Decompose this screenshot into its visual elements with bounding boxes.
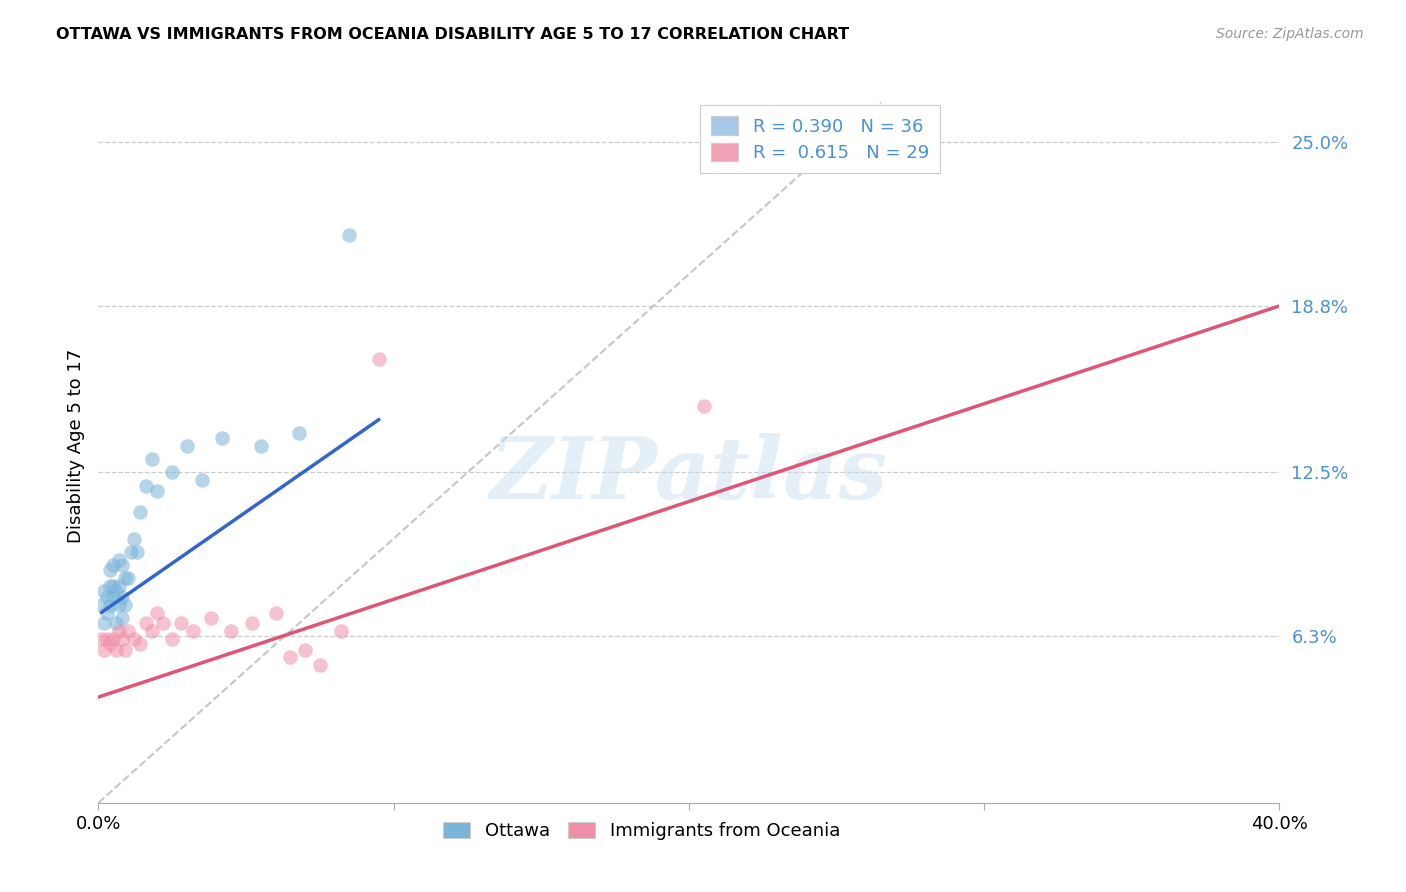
Point [117, 571, 139, 585]
Point [98, 598, 121, 612]
Point [141, 452, 163, 467]
Point [111, 590, 134, 604]
Point [240, 616, 263, 631]
Text: OTTAWA VS IMMIGRANTS FROM OCEANIA DISABILITY AGE 5 TO 17 CORRELATION CHART: OTTAWA VS IMMIGRANTS FROM OCEANIA DISABI… [56, 27, 849, 42]
Point [128, 637, 150, 651]
Point [122, 532, 145, 546]
Point [162, 632, 183, 646]
Point [191, 474, 214, 488]
Point [114, 598, 136, 612]
Point [264, 606, 287, 620]
Y-axis label: Disability Age 5 to 17: Disability Age 5 to 17 [66, 349, 84, 543]
Point [152, 616, 174, 631]
Point [170, 616, 193, 631]
Point [93, 642, 115, 657]
Point [90, 632, 112, 646]
Point [128, 505, 150, 519]
Text: ZIPatlas: ZIPatlas [489, 433, 889, 516]
Point [108, 579, 131, 593]
Point [211, 431, 233, 445]
Point [103, 632, 125, 646]
Point [250, 439, 273, 453]
Point [288, 425, 311, 440]
Point [111, 632, 134, 646]
Point [105, 584, 128, 599]
Point [221, 624, 243, 638]
Point [96, 632, 118, 646]
Point [98, 563, 121, 577]
Point [111, 611, 134, 625]
Point [141, 624, 163, 638]
Point [96, 606, 118, 620]
Point [105, 616, 128, 631]
Point [294, 642, 316, 657]
Point [120, 545, 142, 559]
Point [162, 466, 183, 480]
Point [693, 400, 716, 414]
Point [114, 571, 136, 585]
Point [114, 642, 136, 657]
Point [103, 590, 125, 604]
Point [108, 552, 131, 566]
Point [103, 558, 125, 572]
Point [90, 598, 112, 612]
Point [108, 624, 131, 638]
Point [329, 624, 352, 638]
Point [309, 658, 332, 673]
Point [135, 478, 157, 492]
Point [125, 545, 148, 559]
Point [93, 584, 115, 599]
Point [98, 579, 121, 593]
Point [146, 483, 169, 498]
Point [135, 616, 157, 631]
Point [111, 558, 134, 572]
Point [146, 606, 169, 620]
Point [93, 616, 115, 631]
Point [368, 351, 391, 366]
Point [103, 579, 125, 593]
Point [96, 590, 118, 604]
Point [280, 650, 302, 665]
Point [98, 637, 121, 651]
Point [122, 632, 145, 646]
Point [108, 598, 131, 612]
Point [339, 227, 361, 242]
Point [105, 642, 128, 657]
Point [176, 439, 198, 453]
Point [200, 611, 222, 625]
Legend: Ottawa, Immigrants from Oceania: Ottawa, Immigrants from Oceania [436, 814, 848, 847]
Text: Source: ZipAtlas.com: Source: ZipAtlas.com [1216, 27, 1364, 41]
Point [181, 624, 204, 638]
Point [117, 624, 139, 638]
